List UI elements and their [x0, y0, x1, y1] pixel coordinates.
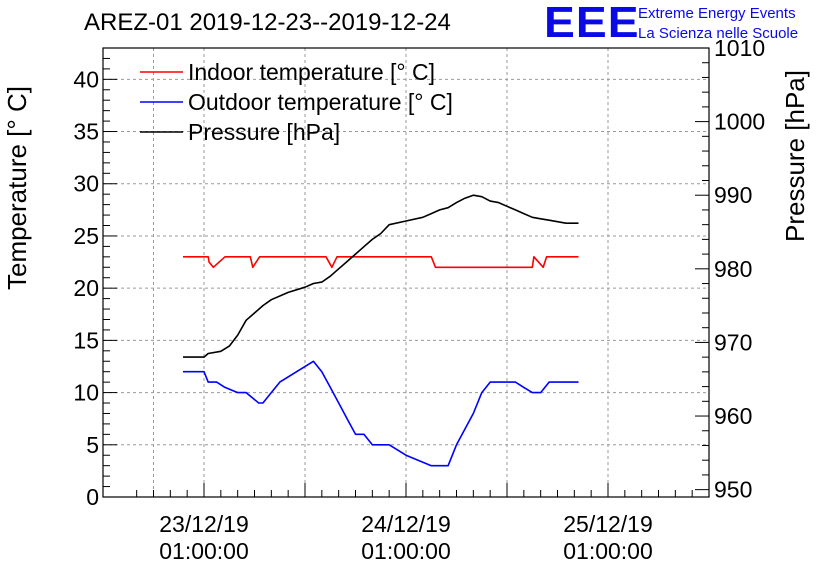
series-line-2: [183, 194, 579, 358]
x-tick-label-date: 24/12/19: [361, 511, 451, 537]
x-tick-label-date: 25/12/19: [563, 511, 653, 537]
y-tick-label-left: 5: [86, 432, 99, 458]
x-tick-label-date: 23/12/19: [159, 511, 249, 537]
y-tick-label-right: 1000: [714, 109, 765, 135]
x-tick-label-time: 01:00:00: [563, 538, 653, 564]
eee-logo: EEE: [544, 0, 640, 47]
y-tick-label-right: 980: [714, 256, 752, 282]
logo-text-line2: La Scienza nelle Scuole: [638, 25, 799, 42]
y-tick-label-left: 15: [73, 327, 99, 353]
chart-title: AREZ-01 2019-12-23--2019-12-24: [84, 9, 451, 36]
gridlines: [103, 48, 709, 497]
y-tick-label-left: 20: [73, 275, 99, 301]
x-tick-label-time: 01:00:00: [361, 538, 451, 564]
y-tick-label-left: 35: [73, 119, 99, 145]
x-tick-label-time: 01:00:00: [159, 538, 249, 564]
legend: Indoor temperature [° C] Outdoor temperat…: [140, 59, 453, 145]
y-tick-label-left: 30: [73, 171, 99, 197]
y-tick-label-left: 40: [73, 66, 99, 92]
legend-label-2: Pressure [hPa]: [188, 119, 340, 145]
y-axis-label-right: Pressure [hPa]: [780, 70, 810, 242]
series-line-1: [183, 360, 579, 467]
y-tick-label-right: 950: [714, 477, 752, 503]
y-tick-label-right: 970: [714, 329, 752, 355]
y-tick-label-left: 10: [73, 380, 99, 406]
logo-text-line1: Extreme Energy Events: [638, 5, 796, 22]
legend-label-1: Outdoor temperature [° C]: [188, 89, 453, 115]
legend-label-0: Indoor temperature [° C]: [188, 59, 435, 85]
y-tick-label-right: 1010: [714, 35, 765, 61]
axes: 0 5 10 15 20 25 30 35 40 950 960 970 980 990 1000 1010 2…: [73, 35, 765, 564]
y-tick-label-right: 960: [714, 403, 752, 429]
y-axis-label-left: Temperature [° C]: [2, 86, 32, 290]
series-line-0: [183, 255, 579, 269]
series-lines: [183, 194, 579, 467]
y-tick-label-right: 990: [714, 182, 752, 208]
y-tick-label-left: 0: [86, 484, 99, 510]
y-tick-label-left: 25: [73, 223, 99, 249]
